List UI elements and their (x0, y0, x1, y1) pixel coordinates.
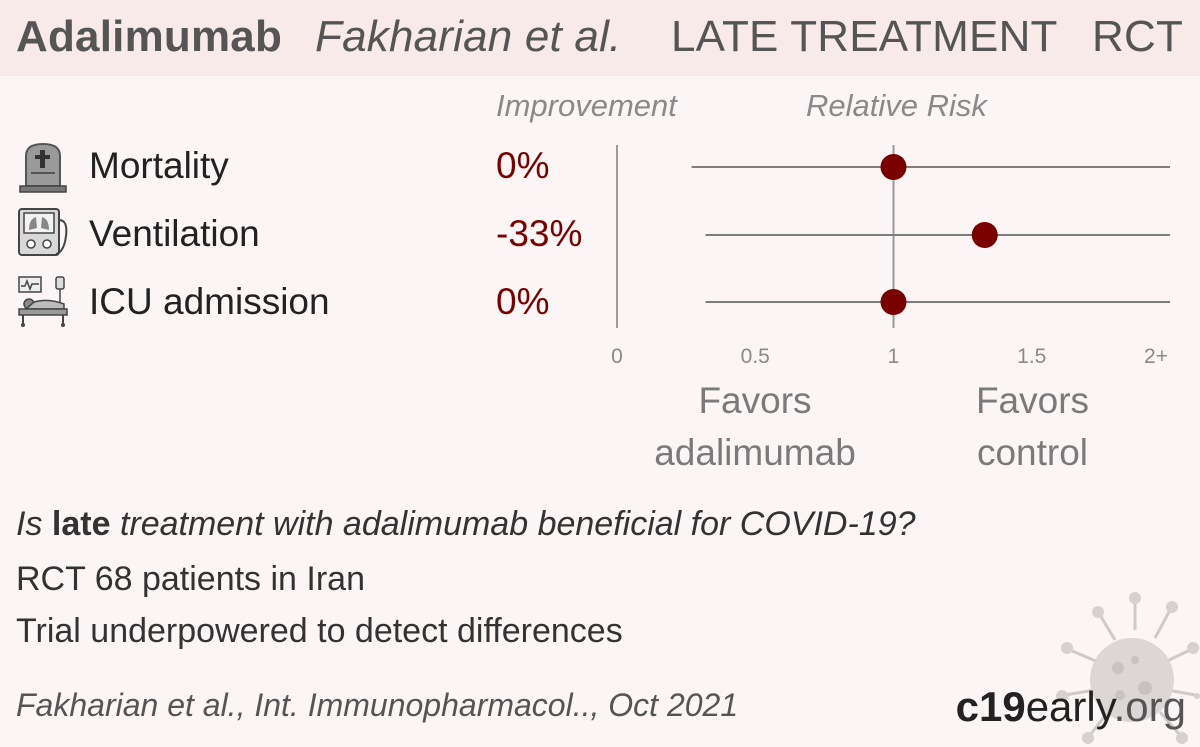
relative-risk-column-header: Relative Risk (806, 88, 987, 123)
x-tick-label: 0.5 (741, 345, 770, 368)
favors-right-line2: control (976, 432, 1089, 473)
favors-treatment-label: Favors adalimumab (620, 375, 890, 479)
study-question: Is late treatment with adalimumab benefi… (16, 505, 916, 544)
virus-icon (1056, 592, 1200, 744)
outcome-label-ventilation: Ventilation (89, 213, 260, 254)
ventilator-icon (18, 208, 68, 256)
brand-logo: c19early.org (956, 683, 1186, 731)
citation: Fakharian et al., Int. Immunopharmacol..… (16, 687, 739, 723)
improvement-value-icu: 0% (496, 281, 550, 322)
x-tick-label: 0 (611, 345, 623, 368)
outcome-label-icu: ICU admission (89, 281, 330, 322)
point-estimate-2 (880, 289, 907, 315)
improvement-value-ventilation: -33% (496, 213, 583, 254)
favors-right-line1: Favors (975, 380, 1090, 421)
header-bar: Adalimumab Fakharian et al. LATE TREATME… (0, 0, 1200, 76)
point-estimate-0 (880, 154, 907, 180)
summary-line-1: RCT 68 patients in Iran (16, 560, 365, 598)
summary-line-2: Trial underpowered to detect differences (16, 612, 623, 650)
brand-part-2: early (1025, 683, 1114, 730)
favors-control-label: Favors control (900, 375, 1165, 479)
improvement-column-header: Improvement (496, 88, 677, 123)
question-suffix: treatment with adalimumab beneficial for… (110, 505, 916, 543)
header-treatment: LATE TREATMENT (671, 12, 1058, 61)
favors-left-line2: adalimumab (654, 432, 856, 473)
question-emphasis: late (51, 505, 111, 543)
brand-part-3: .org (1113, 683, 1186, 730)
favors-left-line1: Favors (698, 380, 812, 421)
improvement-value-mortality: 0% (496, 145, 550, 186)
x-tick-label: 2+ (1144, 345, 1168, 368)
header-study: Fakharian et al. (315, 12, 622, 61)
brand-part-1: c19 (955, 683, 1026, 730)
header-drug: Adalimumab (16, 12, 283, 61)
icu-bed-icon (18, 276, 68, 327)
point-estimate-1 (971, 222, 998, 248)
x-tick-label: 1.5 (1017, 345, 1046, 368)
question-prefix: Is (16, 505, 52, 543)
header-design: RCT (1092, 12, 1184, 61)
x-tick-label: 1 (888, 345, 900, 368)
tombstone-icon (19, 142, 67, 193)
outcome-label-mortality: Mortality (89, 145, 229, 186)
